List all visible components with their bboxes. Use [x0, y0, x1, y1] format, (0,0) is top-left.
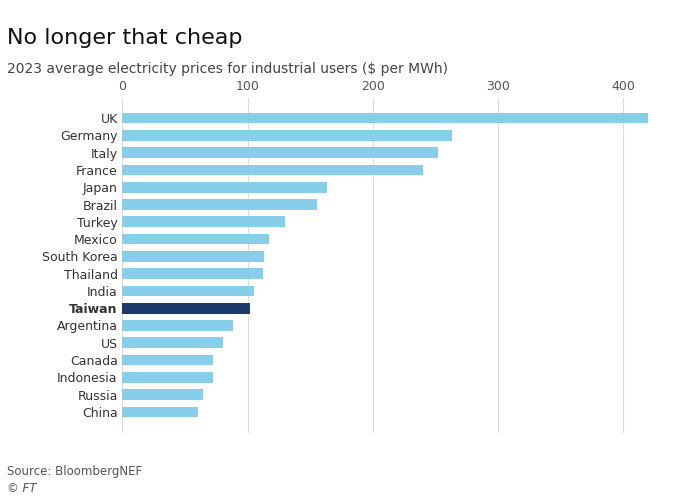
Text: No longer that cheap: No longer that cheap — [7, 28, 242, 48]
Bar — [122, 286, 254, 296]
Text: Source: BloombergNEF: Source: BloombergNEF — [7, 465, 142, 478]
Bar — [122, 182, 327, 192]
Bar — [122, 320, 232, 331]
Bar — [122, 112, 648, 124]
Bar — [122, 372, 213, 382]
Bar — [122, 216, 286, 227]
Bar — [122, 354, 213, 366]
Bar — [122, 251, 264, 262]
Bar — [122, 268, 262, 279]
Bar — [122, 406, 197, 418]
Bar — [122, 148, 438, 158]
Bar — [122, 338, 223, 348]
Bar — [122, 234, 269, 244]
Bar — [122, 130, 452, 140]
Text: 2023 average electricity prices for industrial users ($ per MWh): 2023 average electricity prices for indu… — [7, 62, 448, 76]
Bar — [122, 390, 202, 400]
Bar — [122, 303, 250, 314]
Bar — [122, 164, 423, 175]
Text: © FT: © FT — [7, 482, 36, 496]
Bar — [122, 199, 316, 210]
